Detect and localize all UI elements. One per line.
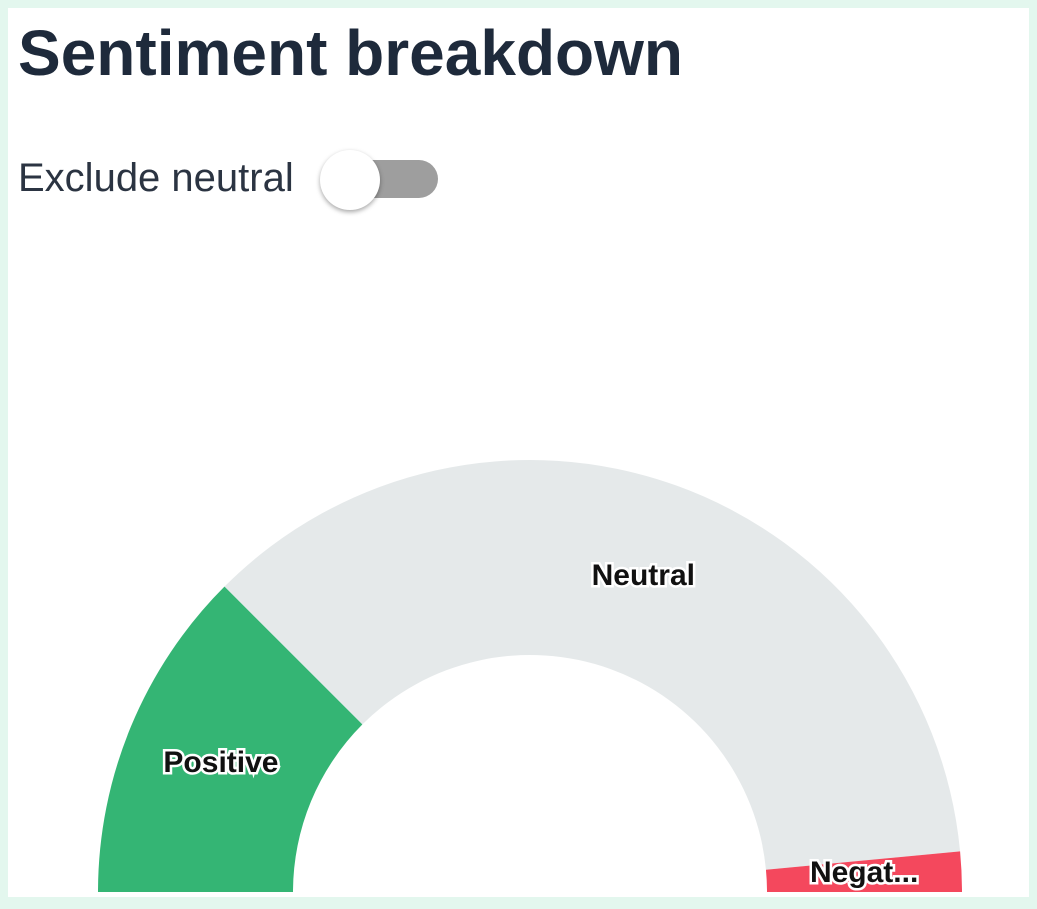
- exclude-neutral-row: Exclude neutral: [18, 148, 444, 210]
- slice-label-neutral: Neutral: [592, 559, 695, 592]
- slice-negative[interactable]: [765, 851, 962, 892]
- exclude-neutral-toggle[interactable]: [319, 148, 444, 210]
- slice-label-positive: Positive: [163, 746, 278, 779]
- page-title: Sentiment breakdown: [18, 17, 683, 89]
- exclude-neutral-label: Exclude neutral: [18, 155, 294, 200]
- slice-positive[interactable]: [98, 586, 363, 892]
- sentiment-card: Sentiment breakdown Exclude neutral Posi…: [8, 8, 1029, 897]
- toggle-knob[interactable]: [319, 150, 380, 210]
- slice-neutral[interactable]: [224, 459, 961, 870]
- sentiment-gauge-chart: Positive Neutral Negat...: [98, 459, 962, 892]
- slice-label-negative: Negat...: [810, 856, 918, 889]
